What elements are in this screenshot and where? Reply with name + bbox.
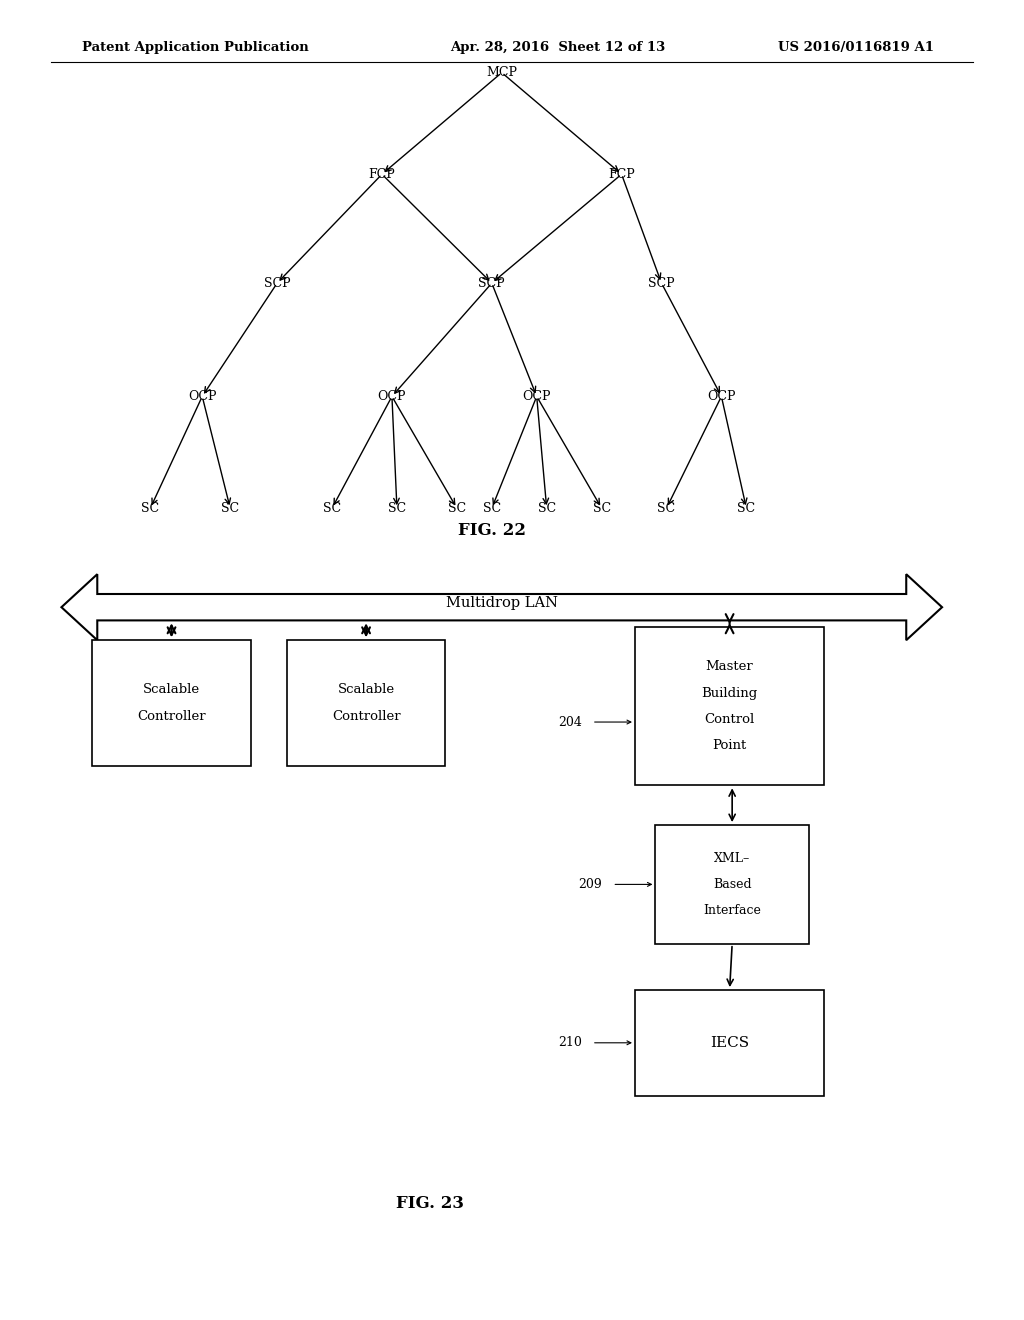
Text: FIG. 22: FIG. 22 [458,523,525,539]
Text: Interface: Interface [703,904,761,917]
Text: FCP: FCP [608,168,635,181]
Text: 204: 204 [558,715,582,729]
FancyBboxPatch shape [655,825,809,944]
Text: SC: SC [447,502,466,515]
Text: OCP: OCP [378,389,407,403]
FancyBboxPatch shape [92,640,251,766]
Text: US 2016/0116819 A1: US 2016/0116819 A1 [778,41,934,54]
Text: Patent Application Publication: Patent Application Publication [82,41,308,54]
Text: Controller: Controller [137,710,206,722]
Text: Controller: Controller [332,710,400,722]
Text: OCP: OCP [522,389,551,403]
Text: SC: SC [737,502,756,515]
Text: Apr. 28, 2016  Sheet 12 of 13: Apr. 28, 2016 Sheet 12 of 13 [451,41,666,54]
FancyBboxPatch shape [287,640,445,766]
Text: SC: SC [388,502,406,515]
Text: SC: SC [538,502,556,515]
Text: FCP: FCP [369,168,395,181]
Text: Control: Control [705,713,755,726]
Text: SCP: SCP [264,277,291,289]
Text: SC: SC [482,502,501,515]
Text: SCP: SCP [478,277,505,289]
Text: SC: SC [141,502,160,515]
Text: SCP: SCP [648,277,675,289]
Text: Building: Building [701,686,758,700]
Text: 210: 210 [558,1036,582,1049]
Text: FIG. 23: FIG. 23 [396,1196,464,1212]
Text: SC: SC [221,502,240,515]
Text: IECS: IECS [710,1036,750,1049]
FancyBboxPatch shape [635,990,824,1096]
Text: Multidrop LAN: Multidrop LAN [445,597,558,610]
Text: Point: Point [713,739,746,752]
Text: SC: SC [593,502,610,515]
Text: Master: Master [706,660,754,673]
Polygon shape [61,574,942,640]
FancyBboxPatch shape [635,627,824,785]
Text: Scalable: Scalable [143,684,200,696]
Text: Scalable: Scalable [338,684,394,696]
Text: MCP: MCP [486,66,517,79]
Text: Based: Based [713,878,752,891]
Text: XML–: XML– [714,851,751,865]
Text: OCP: OCP [708,389,735,403]
Text: OCP: OCP [188,389,216,403]
Text: SC: SC [657,502,676,515]
Text: 209: 209 [579,878,602,891]
Text: SC: SC [323,502,341,515]
